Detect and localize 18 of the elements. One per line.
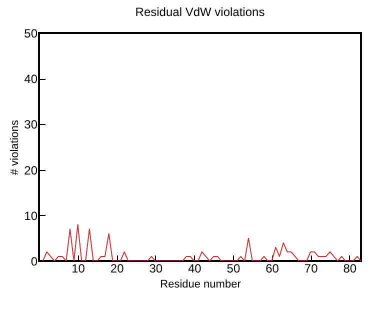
y-tick-label: 30 (24, 118, 38, 132)
x-tick-label: 10 (72, 262, 86, 276)
x-axis-title: Residue number (160, 278, 242, 290)
x-tick-label: 60 (266, 262, 280, 276)
x-tick-label: 70 (304, 262, 318, 276)
x-tick-label: 20 (110, 262, 124, 276)
x-tick-label: 80 (343, 262, 357, 276)
y-axis-title: # violations (9, 119, 22, 176)
y-tick-label: 0 (30, 254, 38, 268)
y-tick-label: 10 (24, 208, 38, 223)
y-tick-label: 20 (24, 163, 38, 178)
chart-title: Residual VdW violations (135, 5, 265, 19)
x-tick-label: 40 (188, 262, 202, 276)
line-series (42, 224, 361, 261)
x-tick-label: 30 (149, 262, 163, 276)
y-tick-label: 50 (24, 26, 38, 40)
x-tick-label: 50 (226, 262, 240, 276)
y-tick-label: 40 (24, 72, 38, 86)
